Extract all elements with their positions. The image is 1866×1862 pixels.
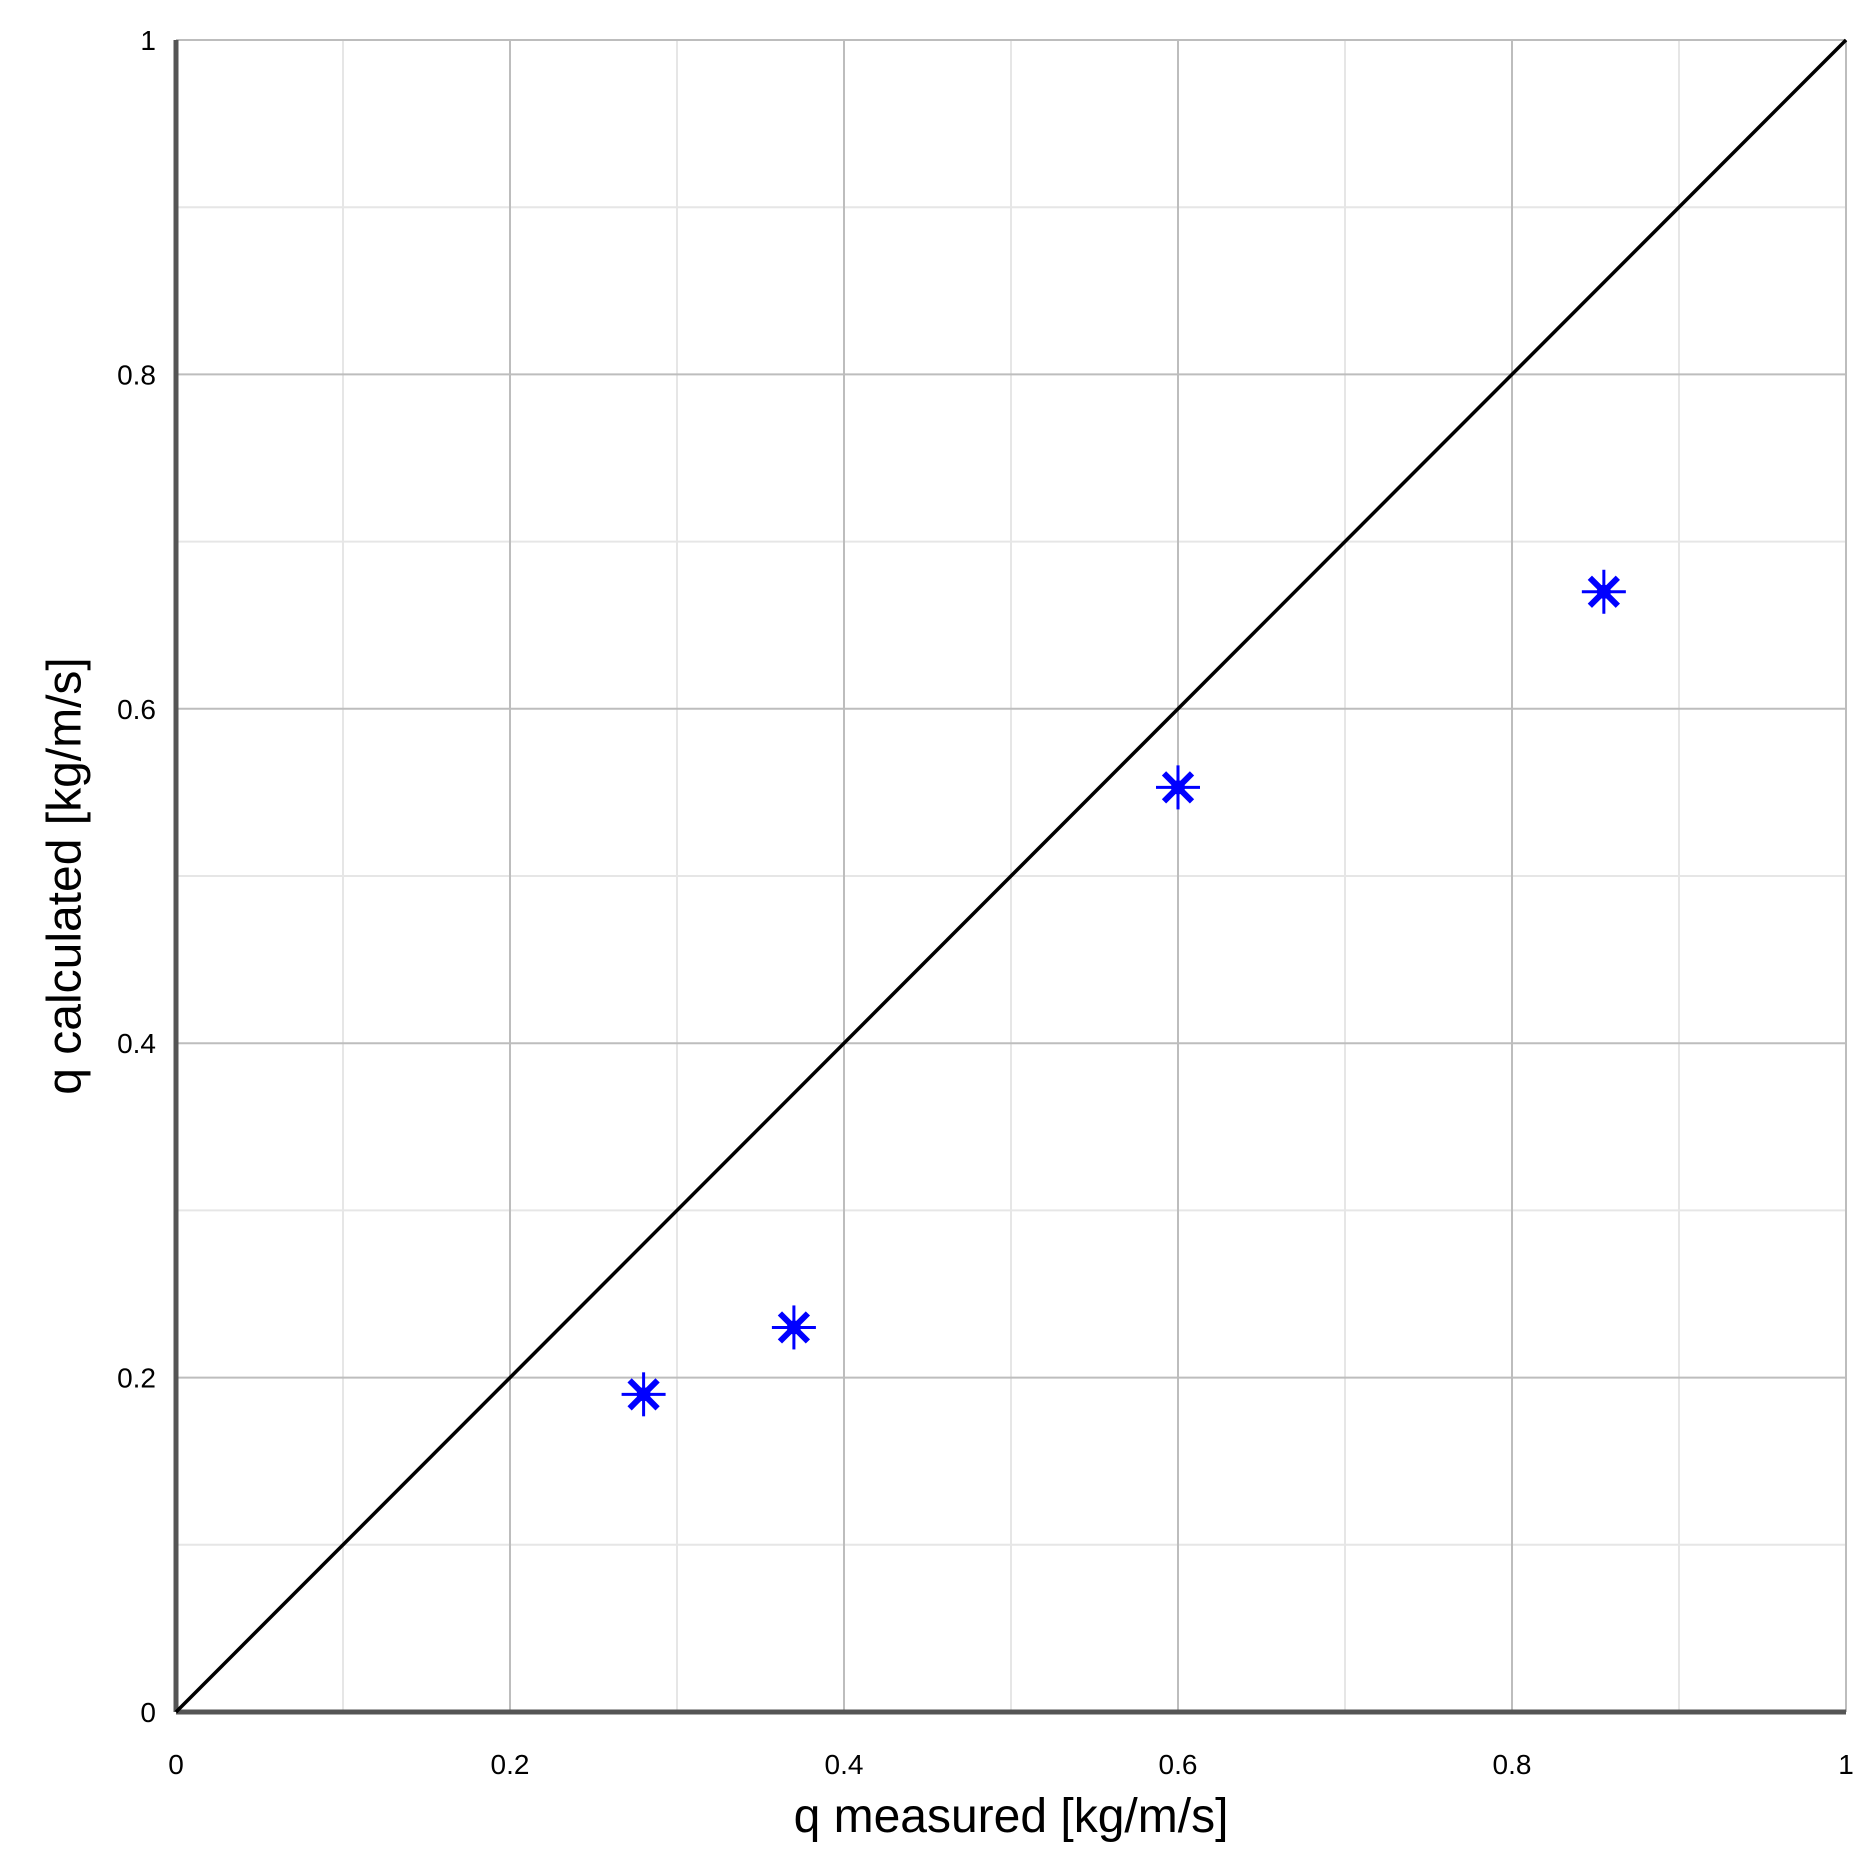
x-tick-label: 0.4 bbox=[825, 1749, 864, 1780]
x-tick-label: 1 bbox=[1838, 1749, 1854, 1780]
axes bbox=[173, 40, 1846, 1715]
data-point bbox=[1156, 765, 1200, 810]
y-tick-label: 0.4 bbox=[117, 1028, 156, 1059]
x-tick-labels: 0 0.2 0.4 0.6 0.8 1 bbox=[168, 1749, 1854, 1780]
y-tick-label: 0.6 bbox=[117, 694, 156, 725]
minor-gridlines bbox=[176, 40, 1846, 1712]
y-tick-labels: 0 0.2 0.4 0.6 0.8 1 bbox=[117, 25, 156, 1728]
y-tick-label: 0.2 bbox=[117, 1363, 156, 1394]
data-points bbox=[621, 569, 1626, 1417]
y-tick-label: 1 bbox=[140, 25, 156, 56]
x-tick-label: 0.6 bbox=[1159, 1749, 1198, 1780]
x-tick-label: 0.8 bbox=[1493, 1749, 1532, 1780]
x-tick-label: 0.2 bbox=[491, 1749, 530, 1780]
x-axis-title: q measured [kg/m/s] bbox=[794, 1790, 1229, 1843]
data-point bbox=[1581, 569, 1626, 614]
x-tick-label: 0 bbox=[168, 1749, 184, 1780]
reference-line-group bbox=[174, 38, 1848, 1714]
y-axis-title: q calculated [kg/m/s] bbox=[39, 657, 92, 1095]
data-point bbox=[771, 1305, 816, 1350]
major-gridlines bbox=[176, 39, 1847, 1712]
y-tick-label: 0.8 bbox=[117, 359, 156, 390]
data-point bbox=[621, 1372, 666, 1417]
y-tick-label: 0 bbox=[140, 1697, 156, 1728]
one-to-one-line bbox=[174, 38, 1848, 1714]
